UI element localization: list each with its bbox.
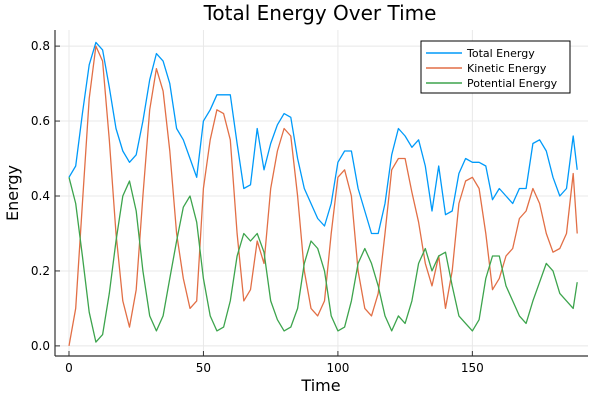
y-tick-label: 0.4 xyxy=(31,189,50,203)
y-tick-label: 0.2 xyxy=(31,264,50,278)
series-line-potential-energy xyxy=(68,177,578,343)
series-line-kinetic-energy xyxy=(68,45,578,347)
legend-label: Total Energy xyxy=(466,47,535,60)
x-tick-label: 100 xyxy=(326,361,349,375)
x-tick-label: 150 xyxy=(461,361,484,375)
axes: 0 50 100 150 0.0 0.2 0.4 0.6 0.8 xyxy=(31,30,588,375)
x-axis-label: Time xyxy=(300,376,340,395)
series-line-total-energy xyxy=(68,41,578,235)
legend-label: Potential Energy xyxy=(467,77,558,90)
y-tick-label: 0.8 xyxy=(31,39,50,53)
series-lines xyxy=(68,41,578,347)
x-tick-label: 50 xyxy=(196,361,211,375)
y-tick-label: 0.0 xyxy=(31,339,50,353)
legend: Total Energy Kinetic Energy Potential Ener… xyxy=(420,40,571,94)
chart-title: Total Energy Over Time xyxy=(203,1,437,25)
legend-box xyxy=(420,40,571,94)
y-tick-label: 0.6 xyxy=(31,114,50,128)
legend-label: Kinetic Energy xyxy=(467,62,547,75)
x-tick-label: 0 xyxy=(65,361,73,375)
y-axis-label: Energy xyxy=(3,165,22,221)
